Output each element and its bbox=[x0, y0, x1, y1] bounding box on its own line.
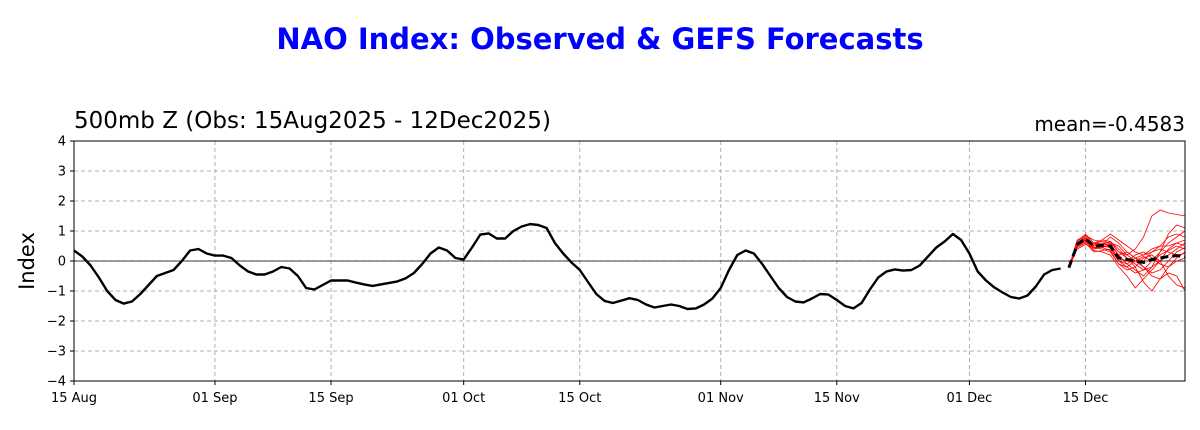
x-tick-label: 01 Dec bbox=[947, 391, 993, 406]
y-axis-label: Index bbox=[15, 232, 39, 290]
y-tick-label: 3 bbox=[58, 165, 66, 180]
x-tick-label: 01 Oct bbox=[442, 391, 485, 406]
y-tick-label: 1 bbox=[58, 225, 66, 240]
x-tick-label: 15 Dec bbox=[1063, 391, 1109, 406]
y-tick-label: −3 bbox=[47, 345, 66, 360]
ensemble-member-line bbox=[1068, 234, 1186, 292]
x-tick-label: 15 Aug bbox=[51, 391, 97, 406]
x-tick-label: 01 Nov bbox=[698, 391, 744, 406]
observed-series-line bbox=[73, 222, 1061, 311]
y-tick-label: −4 bbox=[47, 375, 66, 390]
x-tick-label: 15 Nov bbox=[814, 391, 860, 406]
ensemble-member-line bbox=[1068, 242, 1186, 289]
y-tick-label: 4 bbox=[58, 135, 66, 150]
y-tick-label: 2 bbox=[58, 195, 66, 210]
x-tick-label: 01 Sep bbox=[192, 391, 237, 406]
mean-label: mean=-0.4583 bbox=[1034, 112, 1185, 136]
x-tick-label: 15 Sep bbox=[308, 391, 353, 406]
ensemble-member-line bbox=[1068, 239, 1186, 268]
y-tick-label: −1 bbox=[47, 285, 66, 300]
x-tick-label: 15 Oct bbox=[558, 391, 601, 406]
y-tick-label: 0 bbox=[58, 255, 66, 270]
y-axis-ticks: −4 −3 −2 −1 0 1 2 3 4 bbox=[47, 135, 74, 390]
chart-title: 500mb Z (Obs: 15Aug2025 - 12Dec2025) bbox=[74, 108, 551, 134]
x-axis-ticks: 15 Aug 01 Sep 15 Sep 01 Oct 15 Oct 01 Nov 15 N… bbox=[51, 381, 1108, 406]
ensemble-member-line bbox=[1068, 241, 1186, 268]
ensemble-mean-line bbox=[1067, 236, 1186, 269]
y-tick-label: −2 bbox=[47, 315, 66, 330]
figure-suptitle: NAO Index: Observed & GEFS Forecasts bbox=[276, 22, 924, 56]
ensemble-members bbox=[1068, 209, 1186, 292]
